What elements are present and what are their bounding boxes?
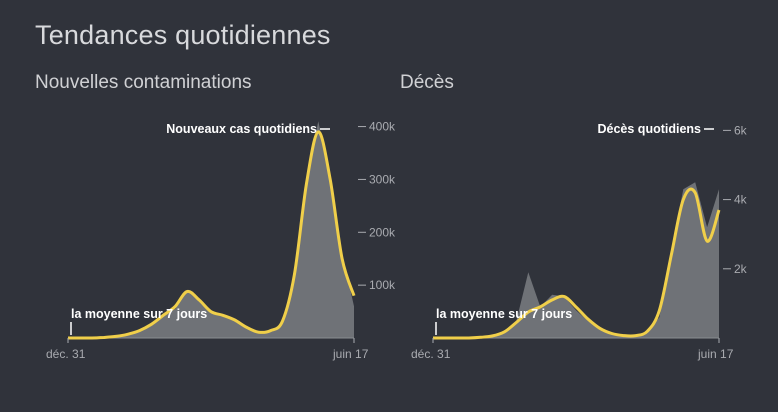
x-start-label: déc. 31	[411, 347, 451, 361]
y-tick-label: 200k	[369, 225, 396, 239]
x-start-label: déc. 31	[46, 347, 86, 361]
y-tick-label: 300k	[369, 172, 396, 186]
daily-area	[433, 182, 719, 338]
daily-area	[68, 121, 354, 338]
y-tick-label: 400k	[369, 120, 396, 134]
y-tick-label: 4k	[734, 193, 748, 207]
cases-chart-svg: 100k 200k 300k 400k déc. 31 juin 17 Nouveaux c…	[46, 120, 396, 361]
average-annotation: la moyenne sur 7 jours	[436, 307, 572, 321]
y-tick-label: 2k	[734, 262, 748, 276]
moving-average-line	[433, 187, 721, 340]
moving-average-line	[68, 130, 356, 340]
y-tick-label: 100k	[369, 278, 396, 292]
series-annotation: Nouveaux cas quotidiens	[166, 122, 317, 136]
average-annotation: la moyenne sur 7 jours	[71, 307, 207, 321]
cases-chart: Nouvelles contaminations 100k 200k 300k 400…	[35, 72, 405, 372]
y-tick-label: 6k	[734, 123, 748, 137]
deaths-chart-title: Décès	[400, 72, 454, 93]
deaths-chart: Décès 2k 4k 6k déc. 31 juin 17 Décès quotidie…	[400, 72, 770, 372]
page-title: Tendances quotidiennes	[35, 20, 331, 50]
series-annotation: Décès quotidiens	[598, 122, 702, 136]
cases-chart-title: Nouvelles contaminations	[35, 72, 252, 93]
x-end-label: juin 17	[332, 347, 369, 361]
x-end-label: juin 17	[697, 347, 734, 361]
deaths-chart-svg: 2k 4k 6k déc. 31 juin 17 Décès quotidiens la m…	[411, 122, 748, 361]
